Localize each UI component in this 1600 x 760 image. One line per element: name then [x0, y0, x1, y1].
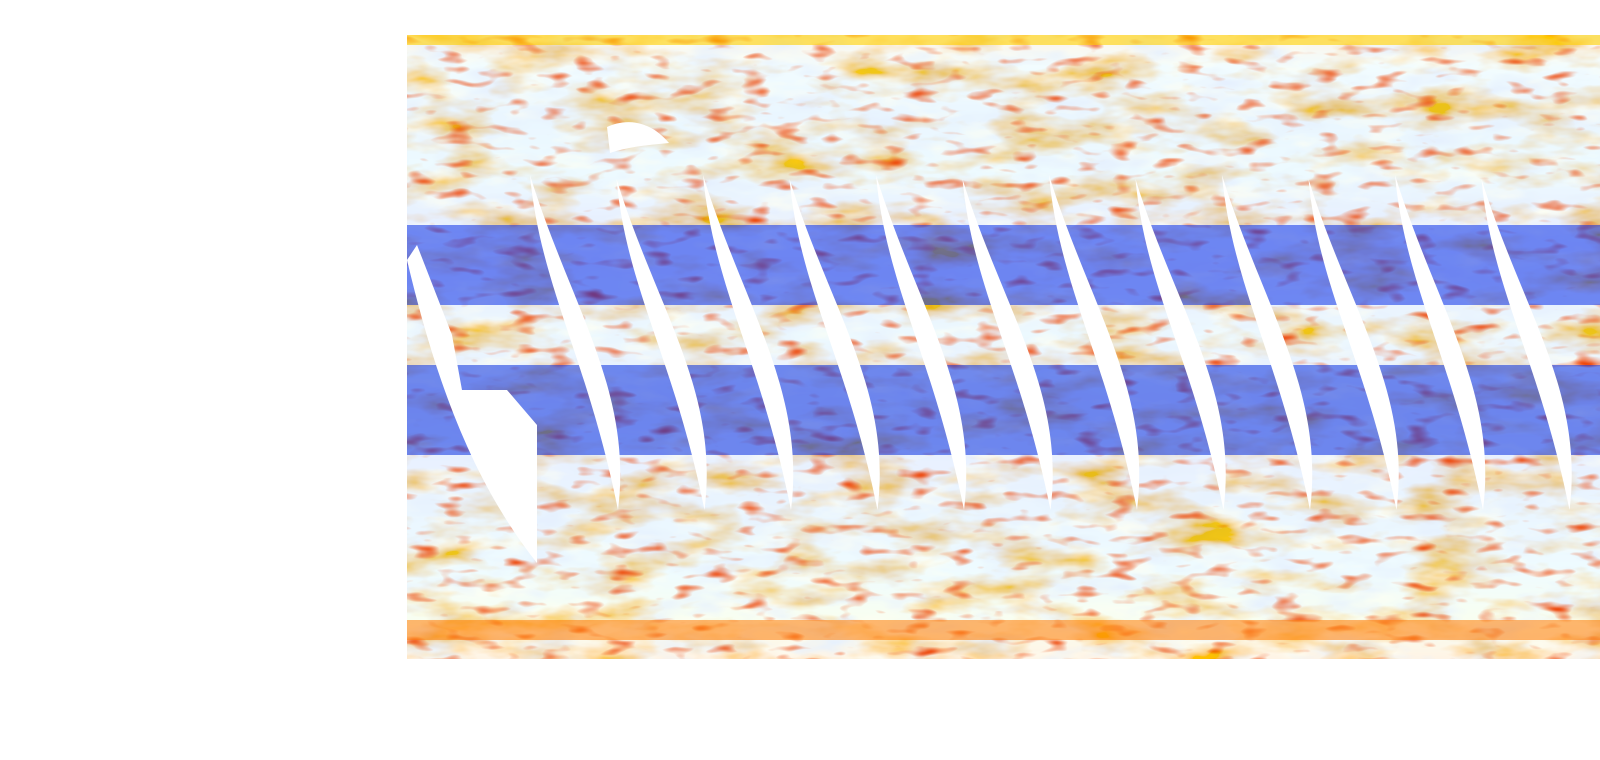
swath-gap: [1395, 175, 1486, 510]
swath-gap: [962, 179, 1053, 510]
swath-gap: [789, 179, 880, 510]
swath-gap-north: [607, 122, 669, 153]
swath-gap: [616, 179, 707, 510]
swath-gap: [1481, 179, 1572, 510]
warm-band-bottom: [407, 620, 1600, 640]
swath-gap: [1308, 179, 1399, 510]
gridded-field-image: [407, 35, 1600, 659]
field-texture-red: [407, 35, 1600, 659]
swath-gap: [1049, 175, 1140, 510]
swath-gap: [1135, 179, 1226, 510]
satellite-field-map: [407, 35, 1600, 659]
swath-gap: [1222, 175, 1313, 510]
swath-gap: [530, 175, 621, 510]
swath-gaps: [407, 122, 1572, 563]
swath-gap: [876, 175, 967, 510]
swath-gap-west: [407, 245, 537, 563]
warm-band-top: [407, 35, 1600, 45]
swath-gap: [703, 175, 794, 510]
